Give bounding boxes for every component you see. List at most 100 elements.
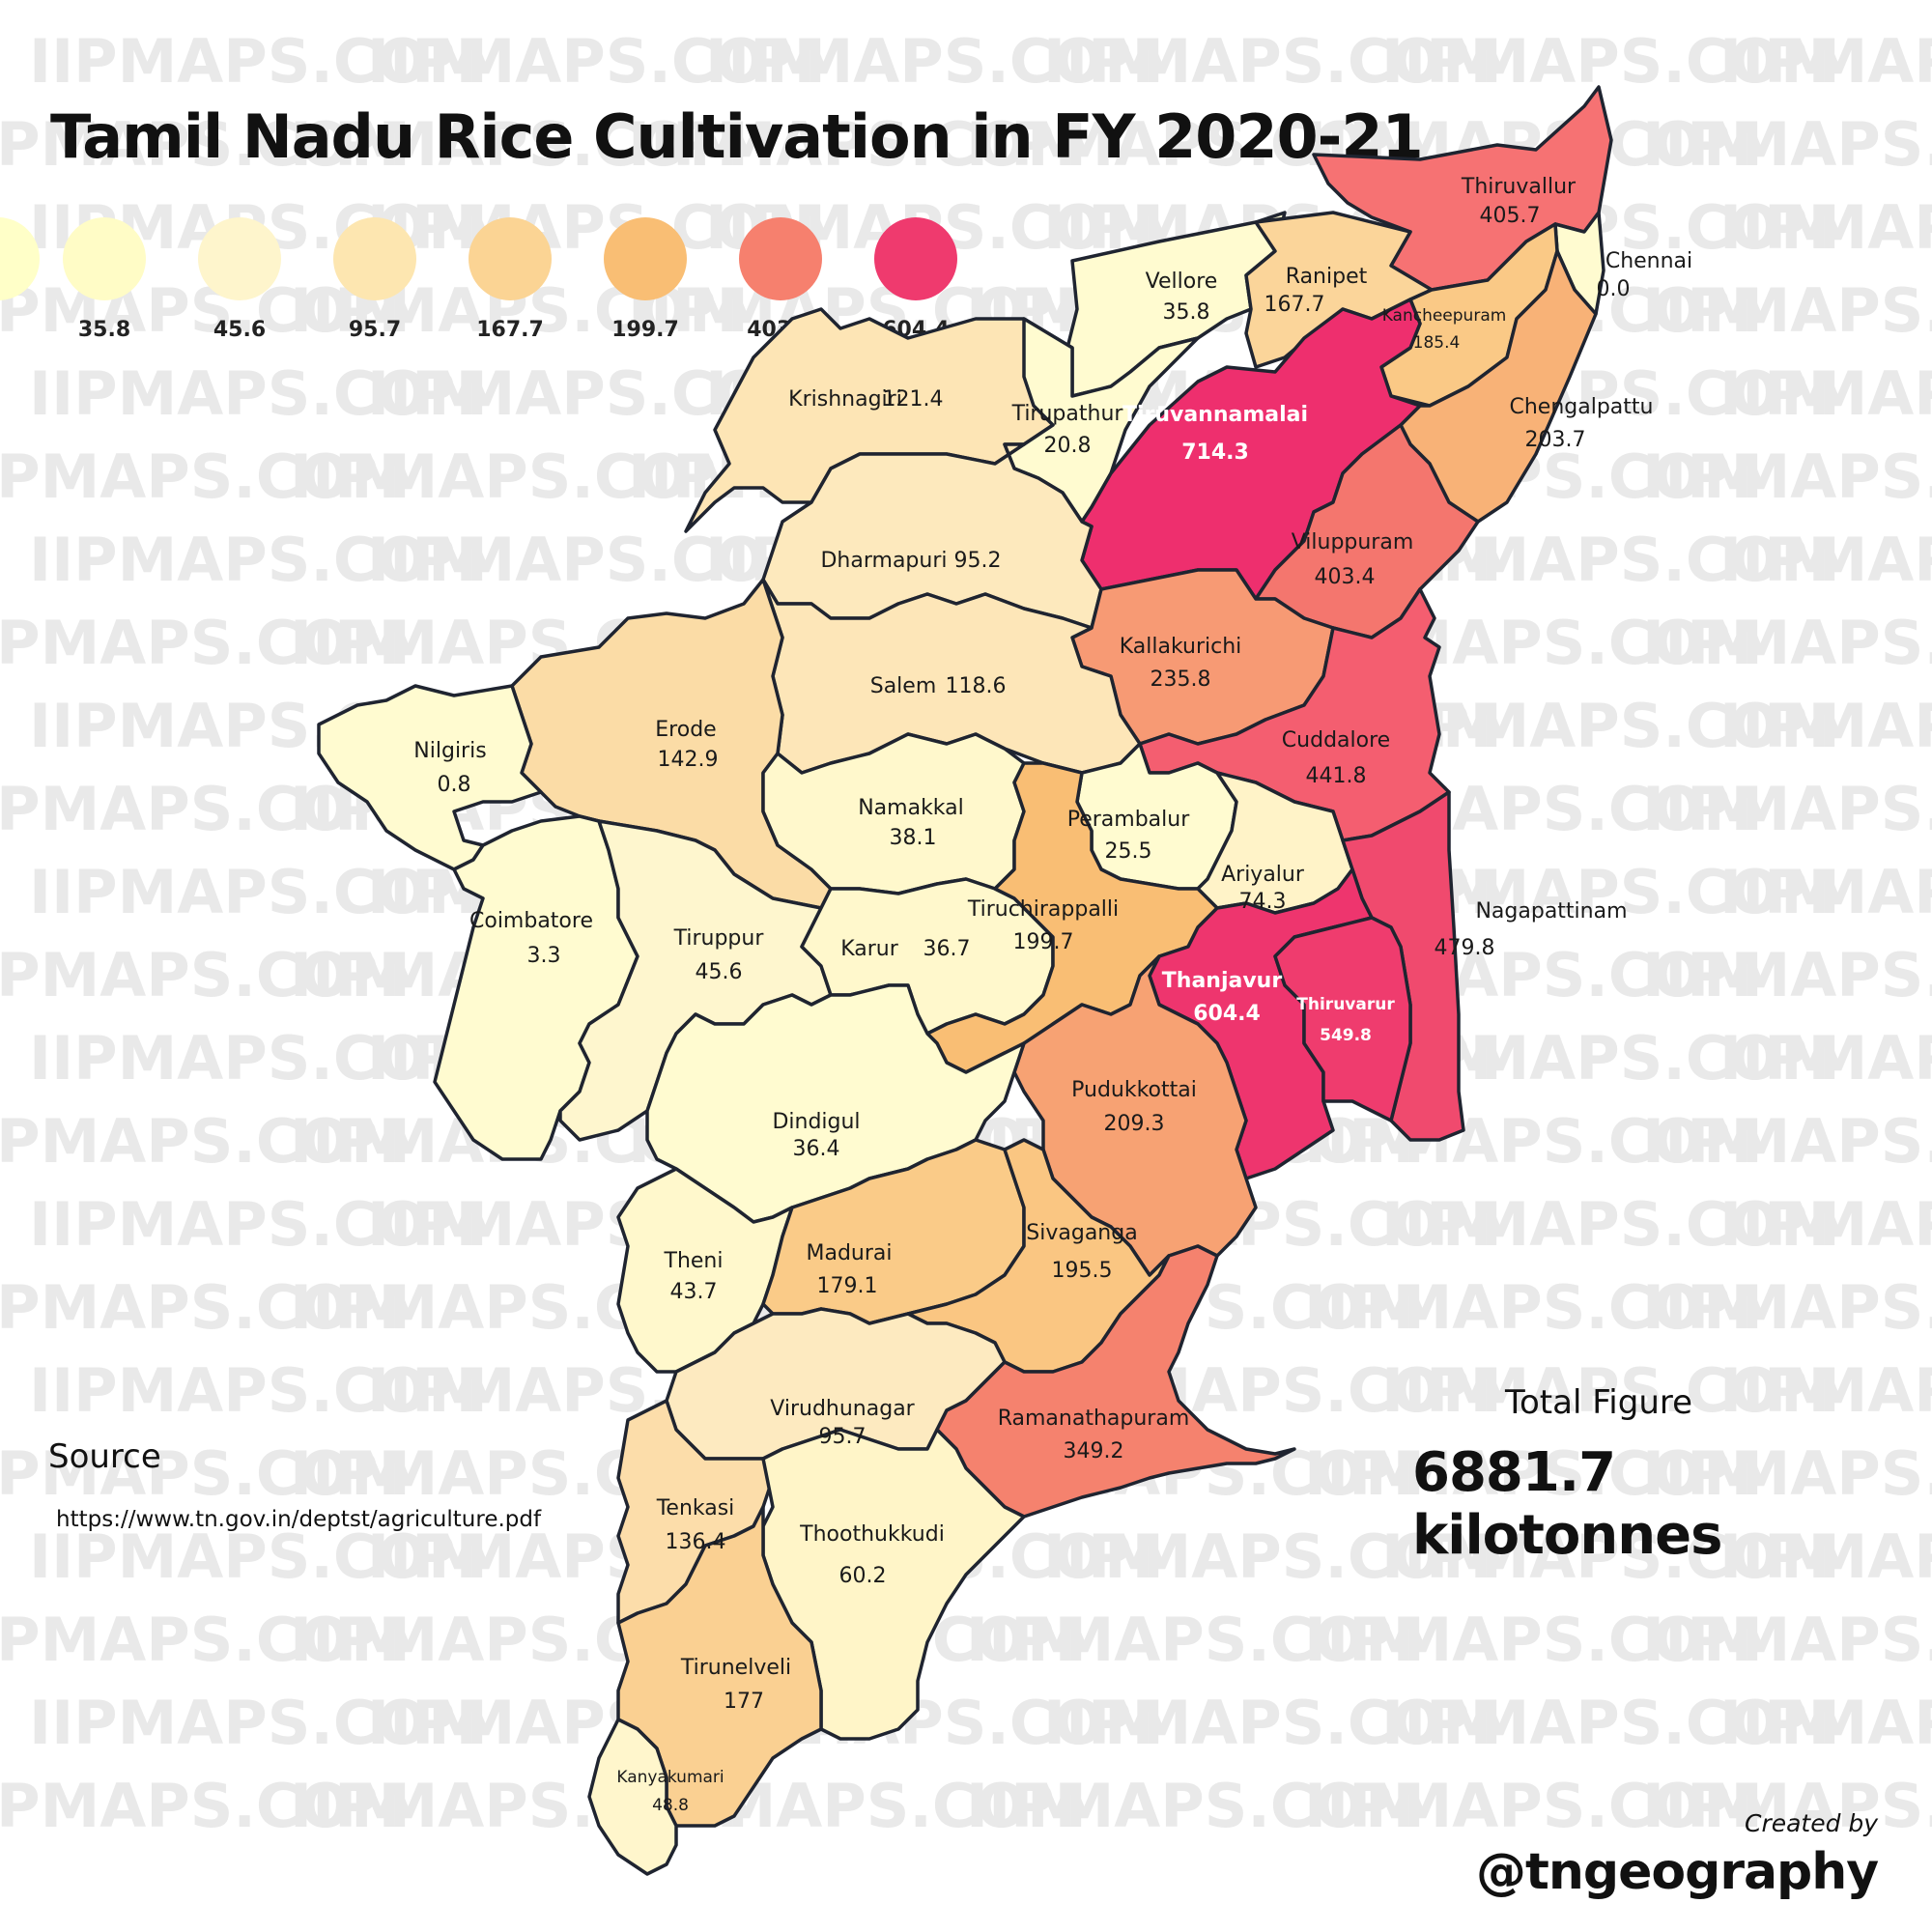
district-value-label: 549.8: [1320, 1026, 1372, 1045]
district-value-label: 36.7: [923, 937, 971, 961]
district-value-label: 45.6: [696, 960, 743, 984]
district-nilgiris[interactable]: [317, 684, 543, 871]
district-value-label: 118.6: [946, 674, 1007, 698]
district-name-label: Erode: [655, 718, 716, 742]
district-value-label: 60.2: [839, 1564, 887, 1588]
district-name-label: Chengalpattu: [1510, 395, 1654, 419]
district-value-label: 203.7: [1525, 428, 1586, 452]
district-value-label: 0.8: [438, 773, 471, 797]
district-name-label: Salem: [870, 674, 937, 698]
district-value-label: 38.1: [890, 826, 937, 850]
legend-swatch: [333, 217, 416, 300]
legend-item: 45.6: [196, 217, 283, 342]
legend-swatch: [469, 217, 552, 300]
district-name-label: Tirunelveli: [680, 1656, 791, 1680]
district-name-label: Nagapattinam: [1475, 899, 1627, 923]
district-name-label: Perambalur: [1067, 808, 1190, 832]
legend-label: 199.7: [611, 318, 679, 342]
district-value-label: 36.4: [793, 1137, 840, 1161]
legend-label: 35.8: [77, 318, 131, 342]
district-value-label: 95.7: [819, 1425, 867, 1449]
legend-label: 167.7: [476, 318, 544, 342]
district-name-label: Ramanathapuram: [998, 1406, 1190, 1431]
district-value-label: 441.8: [1306, 764, 1367, 788]
district-value-label: 3.3: [527, 944, 561, 968]
district-name-label: Madurai: [806, 1241, 892, 1265]
legend-label: 45.6: [213, 318, 267, 342]
district-name-label: Ranipet: [1286, 265, 1368, 289]
district-value-label: 20.8: [1044, 434, 1092, 458]
district-name-label: Vellore: [1146, 270, 1218, 294]
district-value-label: 604.4: [1193, 1002, 1261, 1026]
district-value-label: 209.3: [1104, 1112, 1165, 1136]
legend-swatch: [198, 217, 281, 300]
district-name-label: Chennai: [1605, 249, 1692, 273]
district-value-label: 35.8: [1163, 300, 1210, 325]
district-value-label: 167.7: [1264, 293, 1325, 317]
legend-item: [0, 217, 42, 318]
district-name-label: Thiruvarur: [1296, 995, 1395, 1014]
legend-swatch: [739, 217, 822, 300]
district-value-label: 714.3: [1181, 440, 1249, 465]
district-value-label: 142.9: [658, 748, 719, 772]
district-value-label: 136.4: [666, 1530, 726, 1554]
creator-handle: @tngeography: [1476, 1843, 1879, 1901]
district-value-label: 235.8: [1151, 668, 1211, 692]
district-thiruvarur[interactable]: [1273, 916, 1412, 1122]
created-by-label: Created by: [1745, 1809, 1879, 1837]
district-value-label: 25.5: [1105, 839, 1152, 864]
district-value-label: 185.4: [1413, 333, 1461, 353]
district-value-label: 179.1: [817, 1274, 878, 1298]
district-value-label: 95.2: [954, 549, 1002, 573]
district-value-label: 121.4: [883, 387, 944, 412]
district-name-label: Dindigul: [772, 1110, 860, 1134]
district-name-label: Theni: [664, 1249, 724, 1273]
district-value-label: 199.7: [1013, 930, 1074, 954]
district-name-label: Tiruchirappalli: [967, 897, 1119, 922]
district-name-label: Kanyakumari: [616, 1768, 724, 1787]
district-value-label: 403.4: [1315, 565, 1376, 589]
district-value-label: 74.3: [1239, 890, 1287, 914]
color-legend: 35.8 45.6 95.7 167.7 199.7 403.4 604.4: [0, 217, 966, 343]
district-name-label: Tiruvannamalai: [1122, 403, 1308, 427]
legend-swatch: [874, 217, 957, 300]
district-name-label: Thoothukkudi: [799, 1522, 945, 1547]
district-name-label: Thanjavur: [1162, 969, 1283, 993]
district-name-label: Nilgiris: [413, 739, 486, 763]
legend-swatch: [63, 217, 146, 300]
district-name-label: Krishnagiri: [788, 387, 902, 412]
district-value-label: 195.5: [1052, 1259, 1113, 1283]
district-name-label: Sivaganga: [1026, 1221, 1137, 1245]
district-name-label: Ariyalur: [1221, 863, 1305, 887]
legend-item: 95.7: [331, 217, 418, 342]
total-heading: Total Figure: [1505, 1383, 1693, 1422]
district-value-label: 43.7: [670, 1280, 718, 1304]
source-heading: Source: [48, 1437, 161, 1476]
total-value: 6881.7 kilotonnes: [1412, 1441, 1722, 1567]
legend-item: 35.8: [61, 217, 148, 342]
district-value-label: 405.7: [1480, 204, 1541, 228]
district-name-label: Virudhunagar: [770, 1397, 915, 1421]
legend-label: 95.7: [348, 318, 402, 342]
district-value-label: 479.8: [1435, 936, 1495, 960]
legend-item: 199.7: [602, 217, 689, 342]
source-url[interactable]: https://www.tn.gov.in/deptst/agriculture…: [56, 1507, 542, 1532]
district-name-label: Tiruppur: [673, 926, 765, 951]
district-value-label: 0.0: [1597, 277, 1631, 301]
district-value-label: 48.8: [652, 1796, 689, 1815]
legend-item: 167.7: [467, 217, 554, 342]
district-name-label: Kancheepuram: [1382, 306, 1507, 326]
district-value-label: 349.2: [1064, 1439, 1124, 1463]
district-kanyakumari[interactable]: [587, 1718, 678, 1876]
map-title: Tamil Nadu Rice Cultivation in FY 2020-2…: [50, 101, 1424, 172]
district-name-label: Kallakurichi: [1120, 635, 1242, 659]
district-name-label: Coimbatore: [469, 909, 593, 933]
district-name-label: Viluppuram: [1292, 530, 1414, 554]
district-name-label: Tirupathur: [1011, 402, 1124, 426]
district-name-label: Cuddalore: [1282, 728, 1390, 753]
district-value-label: 177: [724, 1690, 764, 1714]
legend-swatch: [604, 217, 687, 300]
district-name-label: Pudukkottai: [1071, 1078, 1197, 1102]
district-name-label: Tenkasi: [656, 1496, 735, 1520]
